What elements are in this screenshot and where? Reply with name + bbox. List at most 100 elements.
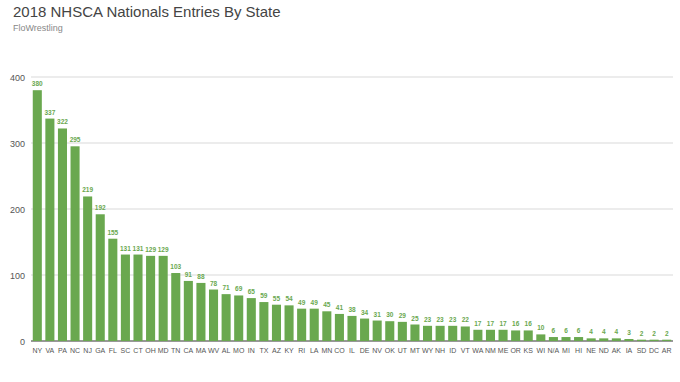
bar (561, 337, 570, 341)
x-tick-label: GA (95, 347, 105, 354)
data-label: 219 (82, 186, 93, 193)
bar (549, 337, 558, 341)
bar (650, 340, 659, 341)
x-tick-label: ME (498, 347, 509, 354)
data-label: 337 (44, 109, 55, 116)
x-tick-label: MD (158, 347, 169, 354)
data-label: 6 (577, 327, 581, 334)
bar (247, 298, 256, 341)
data-label: 131 (120, 245, 131, 252)
data-label: 59 (260, 292, 268, 299)
data-label: 49 (311, 299, 319, 306)
x-tick-label: IN (248, 347, 255, 354)
data-label: 41 (336, 304, 344, 311)
bar (398, 322, 407, 341)
bar (259, 302, 268, 341)
data-label: 23 (424, 316, 432, 323)
data-label: 6 (564, 327, 568, 334)
data-label: 2 (640, 330, 644, 337)
x-tick-label: VA (45, 347, 54, 354)
bar (587, 338, 596, 341)
data-label: 192 (95, 204, 106, 211)
data-label: 103 (170, 263, 181, 270)
x-tick-label: ID (449, 347, 456, 354)
bar (347, 316, 356, 341)
data-label: 34 (361, 309, 369, 316)
bar (209, 290, 218, 341)
x-tick-label: UT (398, 347, 408, 354)
bar (83, 196, 92, 341)
bar (184, 281, 193, 341)
bar (171, 273, 180, 341)
bar (448, 326, 457, 341)
bar (133, 255, 142, 341)
x-tick-label: TN (171, 347, 180, 354)
data-label: 131 (133, 245, 144, 252)
x-tick-label: NM (485, 347, 496, 354)
data-label: 4 (589, 328, 593, 335)
bar (524, 330, 533, 341)
subtitle: FloWrestling (13, 23, 63, 33)
bar (146, 256, 155, 341)
y-tick-label: 0 (20, 337, 25, 347)
bar (461, 326, 470, 341)
y-tick-label: 400 (10, 73, 25, 83)
x-tick-label: NJ (83, 347, 92, 354)
data-label: 155 (107, 229, 118, 236)
grid-line (31, 77, 673, 78)
data-label: 69 (235, 285, 243, 292)
x-tick-label: MO (233, 347, 245, 354)
x-tick-label: HI (575, 347, 582, 354)
data-label: 380 (32, 80, 43, 87)
data-label: 31 (374, 311, 382, 318)
bar (335, 314, 344, 341)
bar (410, 325, 419, 342)
bar (96, 214, 105, 341)
x-tick-label: MA (196, 347, 207, 354)
x-tick-label: NV (372, 347, 382, 354)
x-tick-label: WI (537, 347, 546, 354)
data-label: 4 (615, 328, 619, 335)
data-label: 129 (145, 246, 156, 253)
data-label: 55 (273, 295, 281, 302)
x-tick-label: NH (435, 347, 445, 354)
bar (71, 146, 80, 341)
chart-container: 2018 NHSCA Nationals Entries By State Flo… (0, 0, 680, 382)
x-tick-label: CO (334, 347, 345, 354)
x-tick-label: NC (70, 347, 80, 354)
data-label: 4 (602, 328, 606, 335)
x-tick-label: PA (58, 347, 67, 354)
data-label: 30 (386, 311, 394, 318)
data-label: 22 (462, 316, 470, 323)
x-tick-label: VT (461, 347, 471, 354)
data-label: 17 (499, 320, 507, 327)
x-tick-label: NY (32, 347, 42, 354)
x-tick-label: MT (410, 347, 421, 354)
x-tick-label: OR (510, 347, 521, 354)
bar (234, 295, 243, 341)
x-tick-label: AR (662, 347, 672, 354)
x-tick-label: OK (385, 347, 395, 354)
bar (310, 309, 319, 341)
x-tick-label: WY (422, 347, 434, 354)
x-tick-label: N/A (548, 347, 560, 354)
bar (662, 340, 671, 341)
data-label: 54 (285, 295, 293, 302)
bar (574, 337, 583, 341)
bar (536, 334, 545, 341)
data-label: 91 (185, 271, 193, 278)
x-tick-label: WV (208, 347, 220, 354)
data-label: 23 (437, 316, 445, 323)
bar (423, 326, 432, 341)
data-label: 3 (627, 329, 631, 336)
data-label: 49 (298, 299, 306, 306)
x-tick-label: DE (360, 347, 370, 354)
data-label: 71 (223, 284, 231, 291)
bar (373, 321, 382, 341)
data-label: 2 (652, 330, 656, 337)
data-label: 322 (57, 118, 68, 125)
data-label: 10 (537, 324, 545, 331)
data-label: 88 (197, 273, 205, 280)
title: 2018 NHSCA Nationals Entries By State (13, 3, 281, 20)
x-tick-label: CT (133, 347, 143, 354)
